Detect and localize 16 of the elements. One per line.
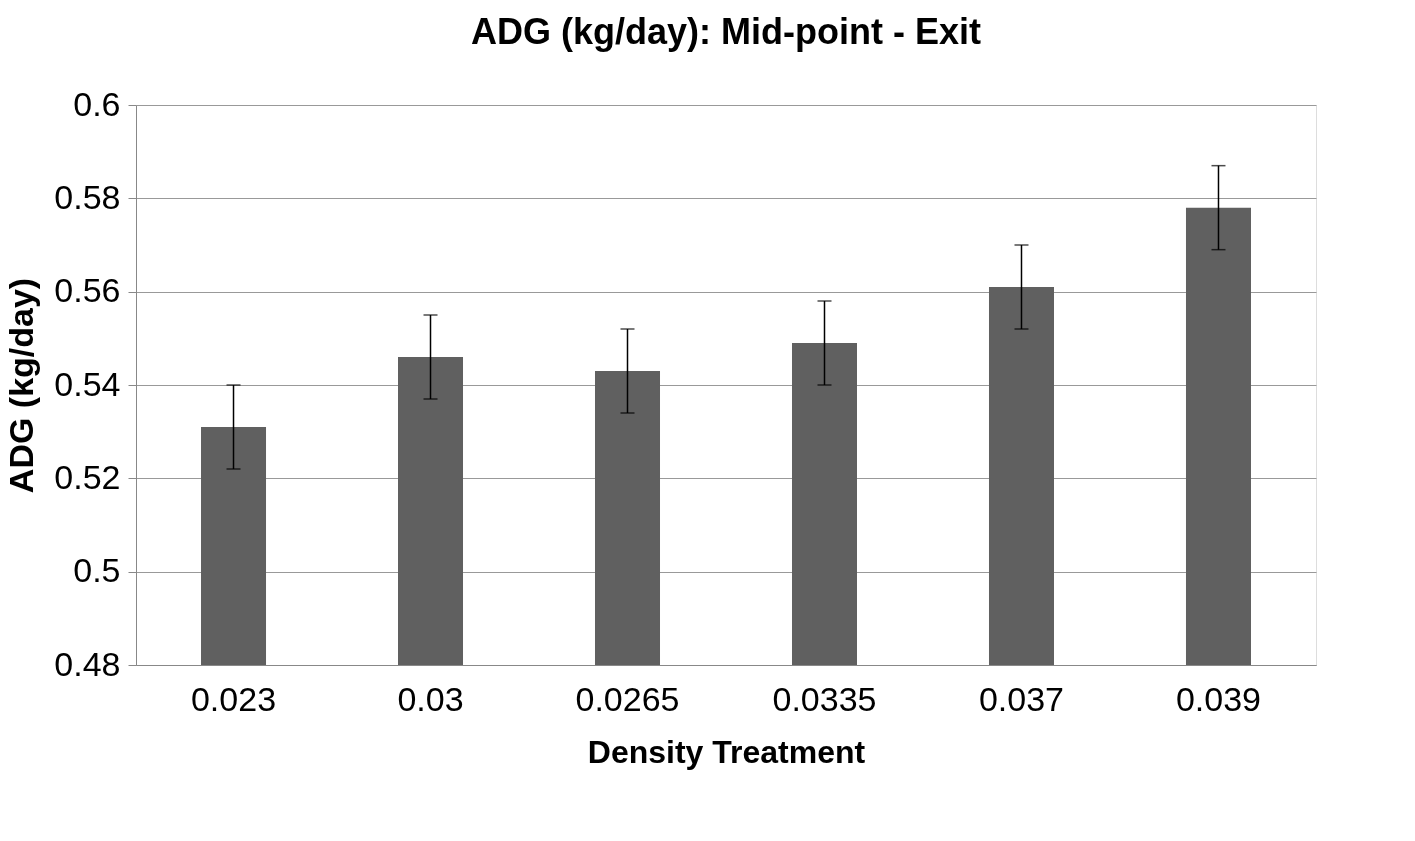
x-axis-title: Density Treatment — [587, 733, 866, 770]
x-tick-label: 0.037 — [978, 679, 1065, 718]
y-tick-label: 0.56 — [54, 271, 121, 310]
y-axis-title: ADG (kg/day) — [2, 277, 41, 494]
y-tick-label: 0.6 — [73, 84, 121, 123]
x-tick-label: 0.023 — [190, 679, 277, 718]
x-tick-label: 0.039 — [1175, 679, 1262, 718]
x-tick-label: 0.0335 — [772, 679, 877, 718]
chart-title: ADG (kg/day): Mid-point - Exit — [471, 11, 981, 52]
y-tick-label: 0.58 — [54, 177, 121, 216]
x-tick-label: 0.03 — [397, 679, 464, 718]
y-tick-label: 0.48 — [54, 644, 121, 683]
x-tick-label: 0.0265 — [575, 679, 680, 718]
y-tick-label: 0.52 — [54, 457, 121, 496]
y-tick-label: 0.54 — [54, 364, 121, 403]
y-tick-label: 0.5 — [73, 551, 121, 590]
